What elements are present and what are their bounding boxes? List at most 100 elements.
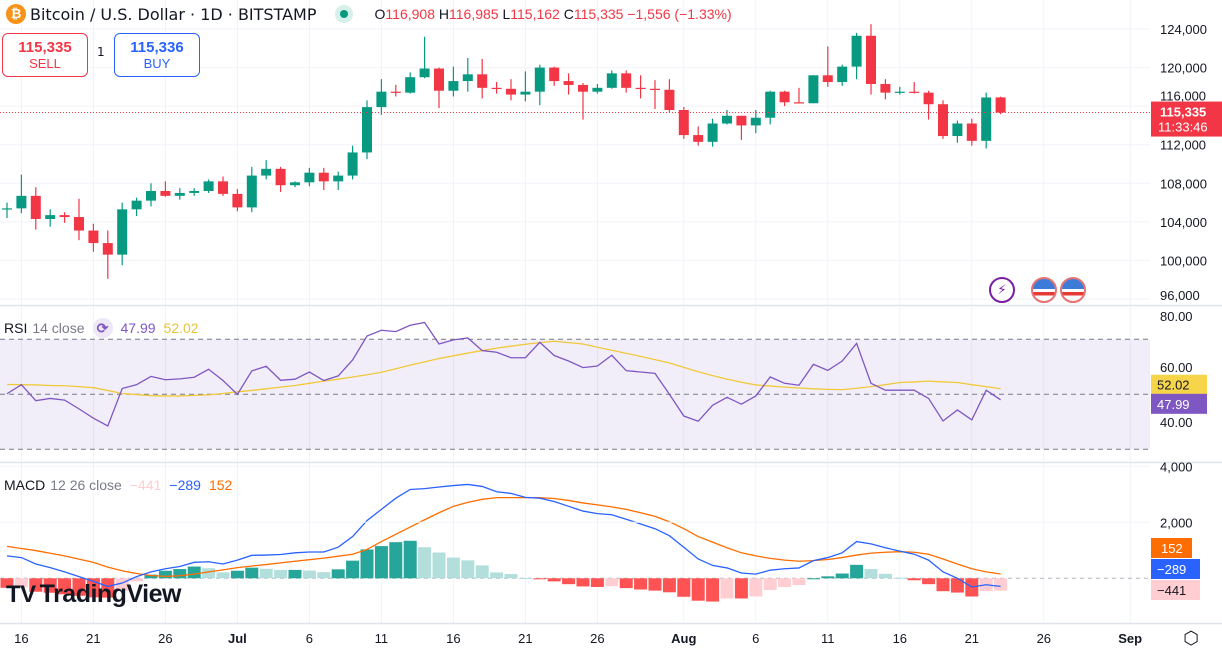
candle [59,212,70,223]
macd-histogram-bar [893,577,907,579]
candle-body [174,192,185,196]
candle-body [923,92,934,105]
rsi-name: RSI [4,320,28,336]
candle-body [376,91,387,108]
macd-histogram-bar [547,578,561,582]
candle [894,86,905,95]
macd-histogram-bar [274,569,288,579]
candle-body [448,81,459,91]
rsi-axis-tick-label: 40.00 [1160,415,1193,430]
candle [74,198,84,241]
macd-name: MACD [4,477,46,493]
sell-button[interactable]: 115,335 SELL [2,33,88,77]
candle-body [218,181,228,194]
candle [664,79,675,112]
symbol-header: ₿ Bitcoin / U.S. Dollar · 1D · BITSTAMP … [0,0,732,28]
candle [131,197,142,217]
rsi-axis-label: 47.99 [1157,397,1190,412]
candle [275,166,286,192]
macd-histogram-bar [187,566,201,579]
last-price-label: 115,335 [1160,105,1206,120]
candle-body [419,68,430,78]
candle-body [592,87,603,92]
price-axis-tick-label: 120,000 [1160,61,1207,76]
macd-histogram-bar [58,578,72,595]
macd-histogram-bar [763,578,777,591]
sell-label: SELL [29,56,61,71]
tradingview-wordmark: TradingView [39,580,182,608]
x-axis-tick-label: 26 [158,631,172,646]
candle [189,188,200,196]
candle-body [808,75,819,104]
candle-body [462,74,473,82]
candle [779,90,790,107]
candle-body [952,123,963,137]
candle [592,83,603,94]
macd-histogram-bar [29,578,43,592]
candle-body [578,84,588,92]
symbol-title[interactable]: Bitcoin / U.S. Dollar · 1D · BITSTAMP [30,4,317,24]
candle-body [722,115,732,124]
x-axis-tick-label: 16 [893,631,907,646]
candle [693,126,704,146]
x-axis-tick-label: 6 [752,631,759,646]
us-flag-event-icon[interactable] [1031,277,1057,303]
candles-layer [2,24,1006,279]
us-flag-event-icon[interactable] [1060,277,1086,303]
candle [837,64,848,86]
macd-histogram-bar [907,578,921,581]
buy-price: 115,336 [130,39,184,56]
candle [318,167,329,191]
buy-button[interactable]: 115,336 BUY [114,33,200,77]
candle [635,75,646,99]
candle [736,115,747,140]
macd-histogram-bar [446,557,460,579]
macd-histogram-bar [792,578,806,586]
candle [650,80,660,110]
candle-body [707,123,718,142]
macd-histogram-bar [259,568,273,579]
macd-histogram-bar [677,578,691,597]
candle-body [664,89,675,111]
settings-gear-icon[interactable]: ⬡ [1183,627,1199,649]
macd-histogram-bar [374,546,388,579]
candle-body [650,88,660,90]
candle-body [59,215,70,218]
rsi-axis-tick-label: 60.00 [1160,360,1193,375]
macd-axis-label: −289 [1157,562,1186,577]
candle [909,82,920,94]
macd-histogram-bar [648,578,662,591]
market-status-icon[interactable] [334,5,353,23]
candle-body [405,77,416,93]
macd-histogram-bar [562,578,576,585]
candle [117,202,128,266]
candle-body [290,182,300,186]
rsi-legend[interactable]: RSI 14 close ⟳ 47.99 52.02 [4,318,199,338]
macd-signal-line [6,496,1001,577]
candle [30,187,41,230]
candle-body [563,81,574,85]
macd-histogram-bar [360,549,374,579]
x-axis-tick-label: 26 [590,631,604,646]
macd-histogram-bar [43,578,57,593]
tradingview-logo[interactable]: TV TradingView [6,580,181,609]
x-axis-tick-label: 21 [965,631,979,646]
macd-hist-axis-label: −441 [1157,583,1186,598]
open-value: 116,908 [385,6,435,22]
macd-histogram-bar [245,567,259,579]
candle-body [506,88,516,95]
lightning-event-icon[interactable]: ⚡ [989,277,1015,303]
candle-body [938,104,948,137]
macd-histogram-bar [432,552,446,579]
macd-histogram-bar [144,574,158,579]
macd-legend[interactable]: MACD 12 26 close −441 −289 152 [4,477,232,493]
refresh-icon[interactable]: ⟳ [92,318,113,338]
macd-layer [0,483,1150,602]
macd-histogram-bar [749,578,763,597]
x-axis-tick-label: Aug [671,631,696,646]
price-axis-tick-label: 108,000 [1160,176,1207,191]
macd-histogram-bar [662,578,676,593]
order-quantity[interactable]: 1 [97,45,105,59]
candle [88,223,99,252]
